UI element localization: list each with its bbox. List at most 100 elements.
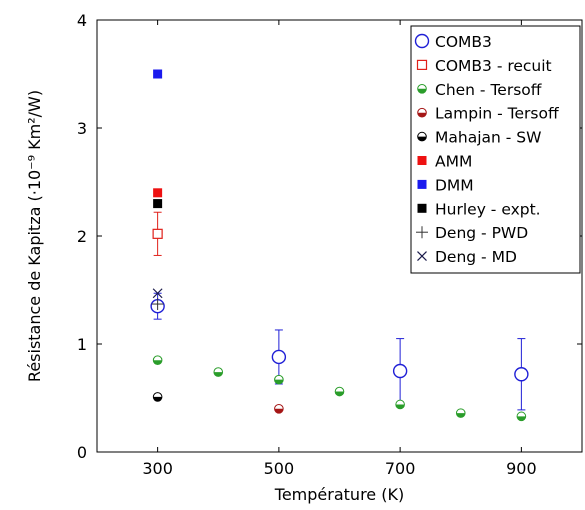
- legend-marker: [417, 179, 427, 189]
- series-2: [152, 355, 527, 422]
- y-tick-label: 1: [77, 335, 87, 354]
- circle-half-fill: [395, 404, 405, 409]
- cross-b: [417, 251, 427, 262]
- legend-label: Lampin - Tersoff: [435, 105, 559, 123]
- data-point: [213, 367, 224, 377]
- legend: COMB3 COMB3 - recuit Chen - Tersoff Lampin …: [410, 25, 581, 274]
- series-7: [153, 199, 163, 209]
- legend-entry: Deng - PWD: [416, 224, 528, 242]
- x-tick-label: 300: [142, 459, 173, 478]
- legend-entry: Mahajan - SW: [417, 129, 541, 147]
- square-open-mark: [152, 228, 163, 239]
- series-8: [151, 298, 164, 311]
- series-1: [152, 211, 163, 256]
- legend-entry: Lampin - Tersoff: [417, 105, 559, 123]
- data-point: [395, 399, 405, 410]
- legend-label: Deng - PWD: [435, 224, 528, 242]
- data-point: [152, 228, 163, 239]
- data-point: [152, 392, 163, 402]
- circle-half-fill: [153, 360, 162, 365]
- legend-label: COMB3 - recuit: [435, 57, 552, 75]
- legend-label: Hurley - expt.: [435, 200, 541, 218]
- legend-entry: Chen - Tersoff: [417, 81, 542, 99]
- legend-marker: [416, 226, 428, 239]
- legend-entry: DMM: [417, 176, 474, 194]
- data-point: [514, 367, 529, 382]
- cross-b: [152, 288, 163, 299]
- x-axis-title: Température (K): [274, 485, 404, 504]
- circle-open-mark: [271, 349, 287, 365]
- square-filled-mark: [417, 203, 427, 213]
- series-6: [153, 69, 163, 79]
- legend-label: Chen - Tersoff: [435, 81, 542, 99]
- legend-entry: COMB3: [414, 33, 492, 51]
- circle-half-fill: [417, 136, 427, 141]
- legend-marker: [417, 84, 427, 94]
- square-open-mark: [416, 59, 428, 71]
- series-0: [150, 292, 529, 411]
- circle-half-fill: [274, 379, 284, 384]
- circle-half-fill: [335, 391, 344, 396]
- legend-marker: [417, 156, 427, 165]
- data-point: [153, 199, 163, 209]
- x-tick-label: 900: [506, 459, 537, 478]
- circle-open-mark: [414, 33, 430, 49]
- data-point: [392, 363, 408, 379]
- y-tick-label: 3: [77, 119, 87, 138]
- legend-marker: [417, 107, 427, 118]
- series-3: [274, 404, 284, 414]
- legend-box: [410, 25, 581, 274]
- data-point: [271, 349, 287, 365]
- circle-half-fill: [417, 88, 427, 94]
- square-filled-mark: [153, 199, 163, 209]
- y-tick-label: 2: [77, 227, 87, 246]
- circle-half-fill: [417, 112, 427, 117]
- y-tick-label: 4: [77, 11, 87, 30]
- data-point: [152, 288, 163, 299]
- legend-label: AMM: [435, 153, 472, 171]
- legend-marker: [414, 33, 430, 49]
- circle-half-fill: [213, 372, 223, 377]
- circle-half-fill: [274, 408, 284, 414]
- circle-half-fill: [456, 413, 466, 418]
- x-tick-label: 500: [264, 459, 295, 478]
- legend-entry: COMB3 - recuit: [416, 57, 552, 75]
- circle-half-fill: [517, 416, 526, 421]
- circle-half-fill: [153, 396, 162, 402]
- legend-entry: AMM: [417, 153, 472, 171]
- legend-marker: [416, 59, 428, 71]
- legend-label: COMB3: [435, 33, 492, 51]
- square-filled-mark: [153, 69, 163, 79]
- legend-marker: [417, 203, 427, 213]
- axes: 300 500 700 900 0 1 2 3 4: [77, 11, 583, 478]
- legend-label: DMM: [435, 176, 474, 194]
- series-4: [152, 392, 163, 402]
- data-point: [152, 355, 163, 366]
- legend-entry: Deng - MD: [417, 248, 517, 266]
- data-point: [151, 298, 164, 311]
- data-point: [274, 374, 284, 385]
- series-9: [152, 288, 163, 299]
- circle-open-mark: [514, 367, 529, 382]
- legend-label: Deng - MD: [435, 248, 517, 266]
- legend-marker: [417, 131, 427, 142]
- data-point: [455, 408, 466, 418]
- data-point: [516, 411, 527, 422]
- x-tick-label: 700: [385, 459, 416, 478]
- series-5: [153, 188, 163, 198]
- data-point: [153, 188, 163, 198]
- square-filled-mark: [417, 156, 427, 165]
- legend-entry: Hurley - expt.: [417, 200, 541, 218]
- data-point: [153, 69, 163, 79]
- y-axis-title: Résistance de Kapitza (·10⁻⁹ Km²/W): [25, 90, 44, 382]
- legend-label: Mahajan - SW: [435, 129, 541, 147]
- data-point: [334, 386, 345, 397]
- data-point: [274, 404, 284, 414]
- y-tick-label: 0: [77, 443, 87, 462]
- square-filled-mark: [153, 188, 163, 198]
- legend-marker: [417, 251, 427, 262]
- data-marks: [150, 69, 529, 422]
- circle-open-mark: [392, 363, 408, 379]
- square-filled-mark: [417, 179, 427, 189]
